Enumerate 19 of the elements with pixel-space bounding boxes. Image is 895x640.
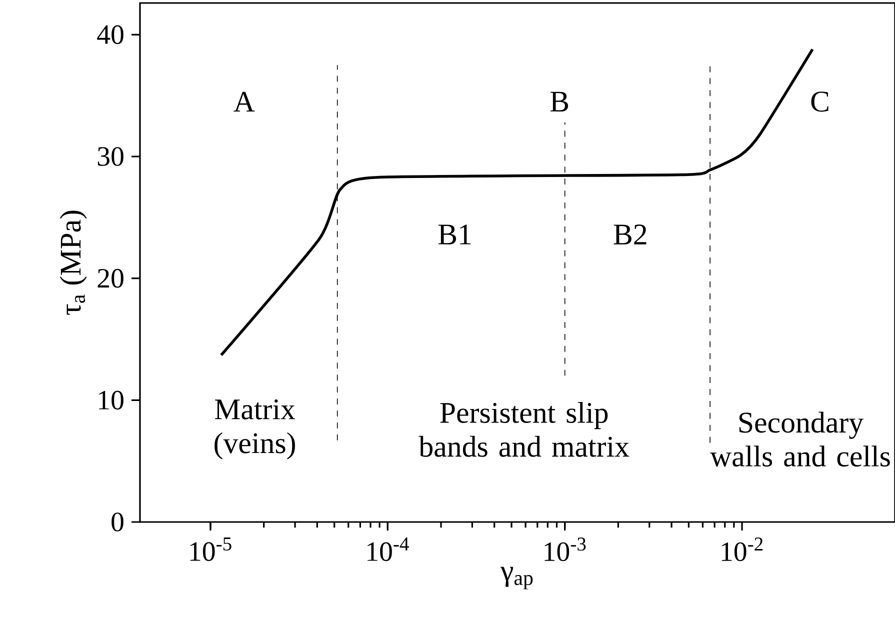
x-tick-label: 10$^{-3}$ [544, 538, 586, 562]
y-tick-label: 20 [98, 268, 124, 288]
x-tick-label: 10$^{-2}$ [722, 538, 763, 562]
y-tick-label: 10 [99, 390, 124, 410]
y-tick-label: 0 [112, 512, 124, 532]
annotation: B [550, 92, 568, 112]
x-tick-label: 10$^{-5}$ [190, 538, 232, 562]
x-tick-label: 10$^{-4}$ [368, 538, 409, 562]
y-tick-label: 30 [98, 147, 124, 166]
annotation: Secondary walls and cells [710, 412, 890, 467]
annotation: Matrix (veins) [214, 399, 296, 460]
annotation: C [811, 92, 828, 112]
annotation: A [234, 92, 255, 112]
annotation: B2 [614, 224, 646, 244]
annotation: Persistent slip bands and matrix [418, 402, 630, 457]
x-axis-title: γ$_{ap}$ [500, 566, 533, 590]
y-tick-label: 40 [97, 25, 124, 44]
y-axis-title: τ$_{a}$ (MPa) [60, 210, 87, 315]
annotation: B1 [438, 224, 471, 244]
